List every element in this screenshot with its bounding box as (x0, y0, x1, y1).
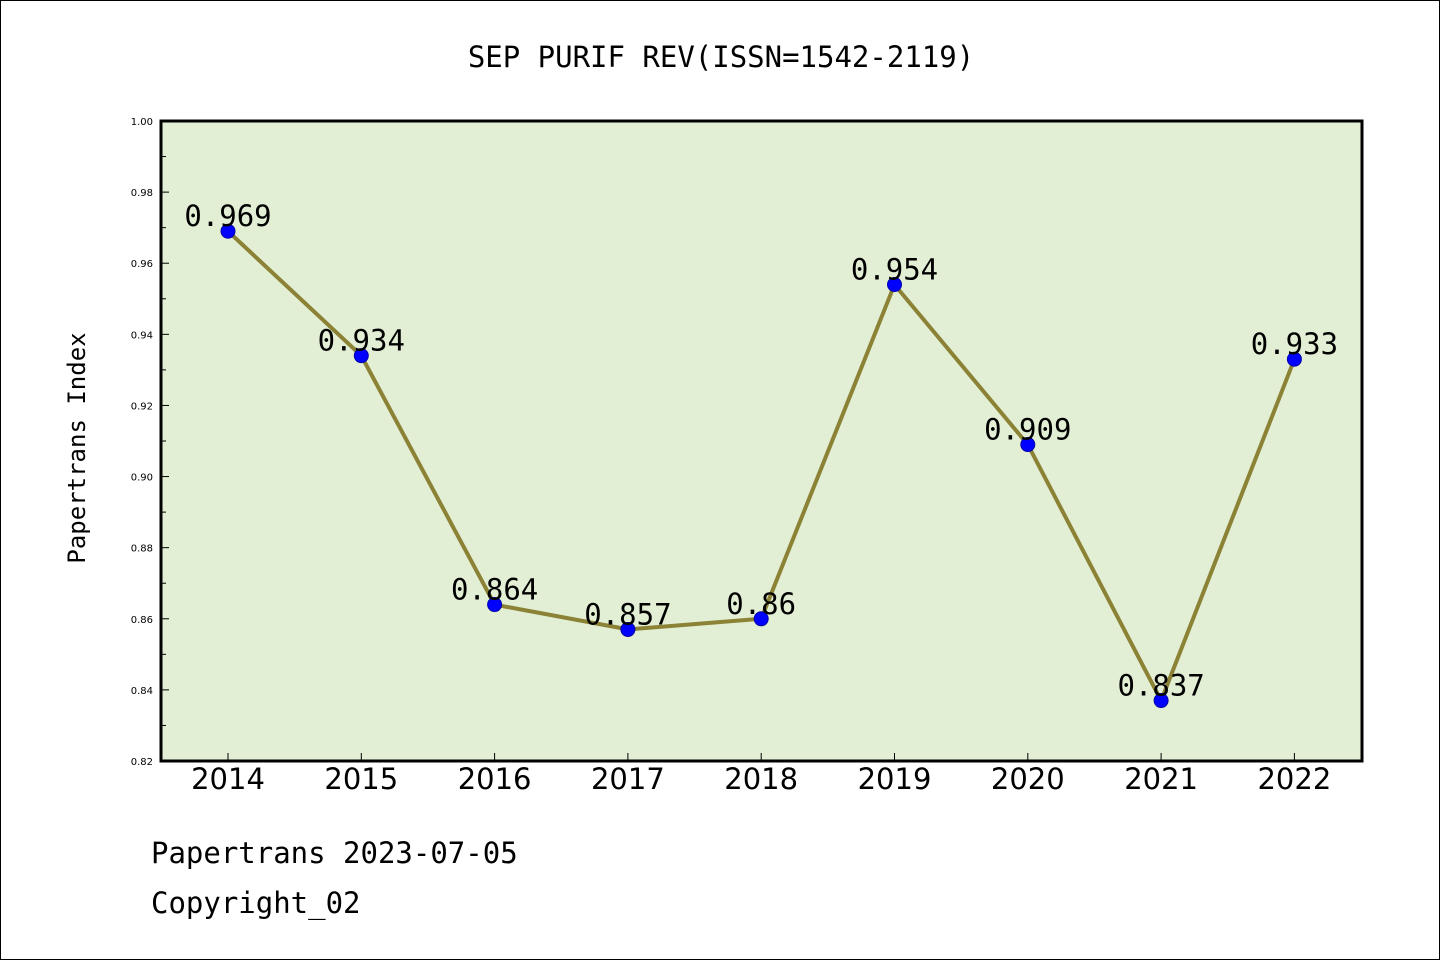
y-tick-label: 0.92 (131, 401, 153, 412)
y-axis-label: Papertrans Index (63, 332, 91, 563)
y-tick-label: 0.84 (131, 686, 153, 697)
data-label: 0.86 (726, 587, 796, 621)
data-point (753, 611, 769, 627)
data-label: 0.934 (318, 324, 405, 358)
y-tick-label: 0.82 (131, 757, 153, 768)
data-point (887, 277, 902, 293)
data-point (487, 597, 503, 613)
plot-area (159, 119, 1364, 763)
x-axis: 2014 2015 2016 2017 2018 2019 2020 2021 2022 (191, 753, 1331, 796)
y-tick-label: 0.88 (131, 544, 153, 555)
y-axis: 0.82 0.84 0.86 0.88 0.90 0.92 0.94 0.96 0.98 1.00 (131, 117, 169, 768)
data-label: 0.954 (851, 253, 938, 287)
y-tick-label: 1.00 (131, 117, 153, 128)
data-label: 0.933 (1251, 327, 1338, 361)
x-tick-label: 2014 (191, 762, 265, 796)
data-point (1286, 351, 1302, 367)
x-tick-label: 2022 (1257, 762, 1331, 796)
data-label: 0.837 (1117, 669, 1204, 703)
footer-date: Papertrans 2023-07-05 (151, 836, 518, 870)
data-label: 0.864 (451, 573, 538, 607)
x-tick-label: 2018 (724, 762, 798, 796)
x-tick-label: 2021 (1124, 762, 1198, 796)
y-tick-label: 0.98 (131, 188, 153, 199)
data-label: 0.909 (984, 413, 1071, 447)
series-layer: 0.969 0.934 0.864 0.857 0.86 0.954 0.909 0.837 0… (184, 199, 1338, 709)
data-label: 0.857 (584, 597, 671, 631)
data-label: 0.969 (184, 199, 271, 233)
y-tick-label: 0.94 (131, 330, 153, 341)
data-point (220, 223, 236, 239)
x-tick-label: 2015 (324, 762, 398, 796)
x-tick-label: 2019 (858, 762, 932, 796)
chart-title: SEP PURIF REV(ISSN=1542-2119) (468, 40, 974, 74)
data-point (1153, 693, 1169, 709)
x-tick-label: 2016 (458, 762, 532, 796)
y-tick-label: 0.86 (131, 615, 153, 626)
x-tick-label: 2020 (991, 762, 1065, 796)
data-point (353, 348, 369, 364)
data-point (620, 621, 636, 637)
x-tick-label: 2017 (591, 762, 665, 796)
data-point (1020, 437, 1036, 453)
y-tick-label: 0.96 (131, 259, 153, 270)
y-tick-label: 0.90 (131, 473, 153, 484)
footer-copyright: Copyright_02 (151, 886, 361, 920)
